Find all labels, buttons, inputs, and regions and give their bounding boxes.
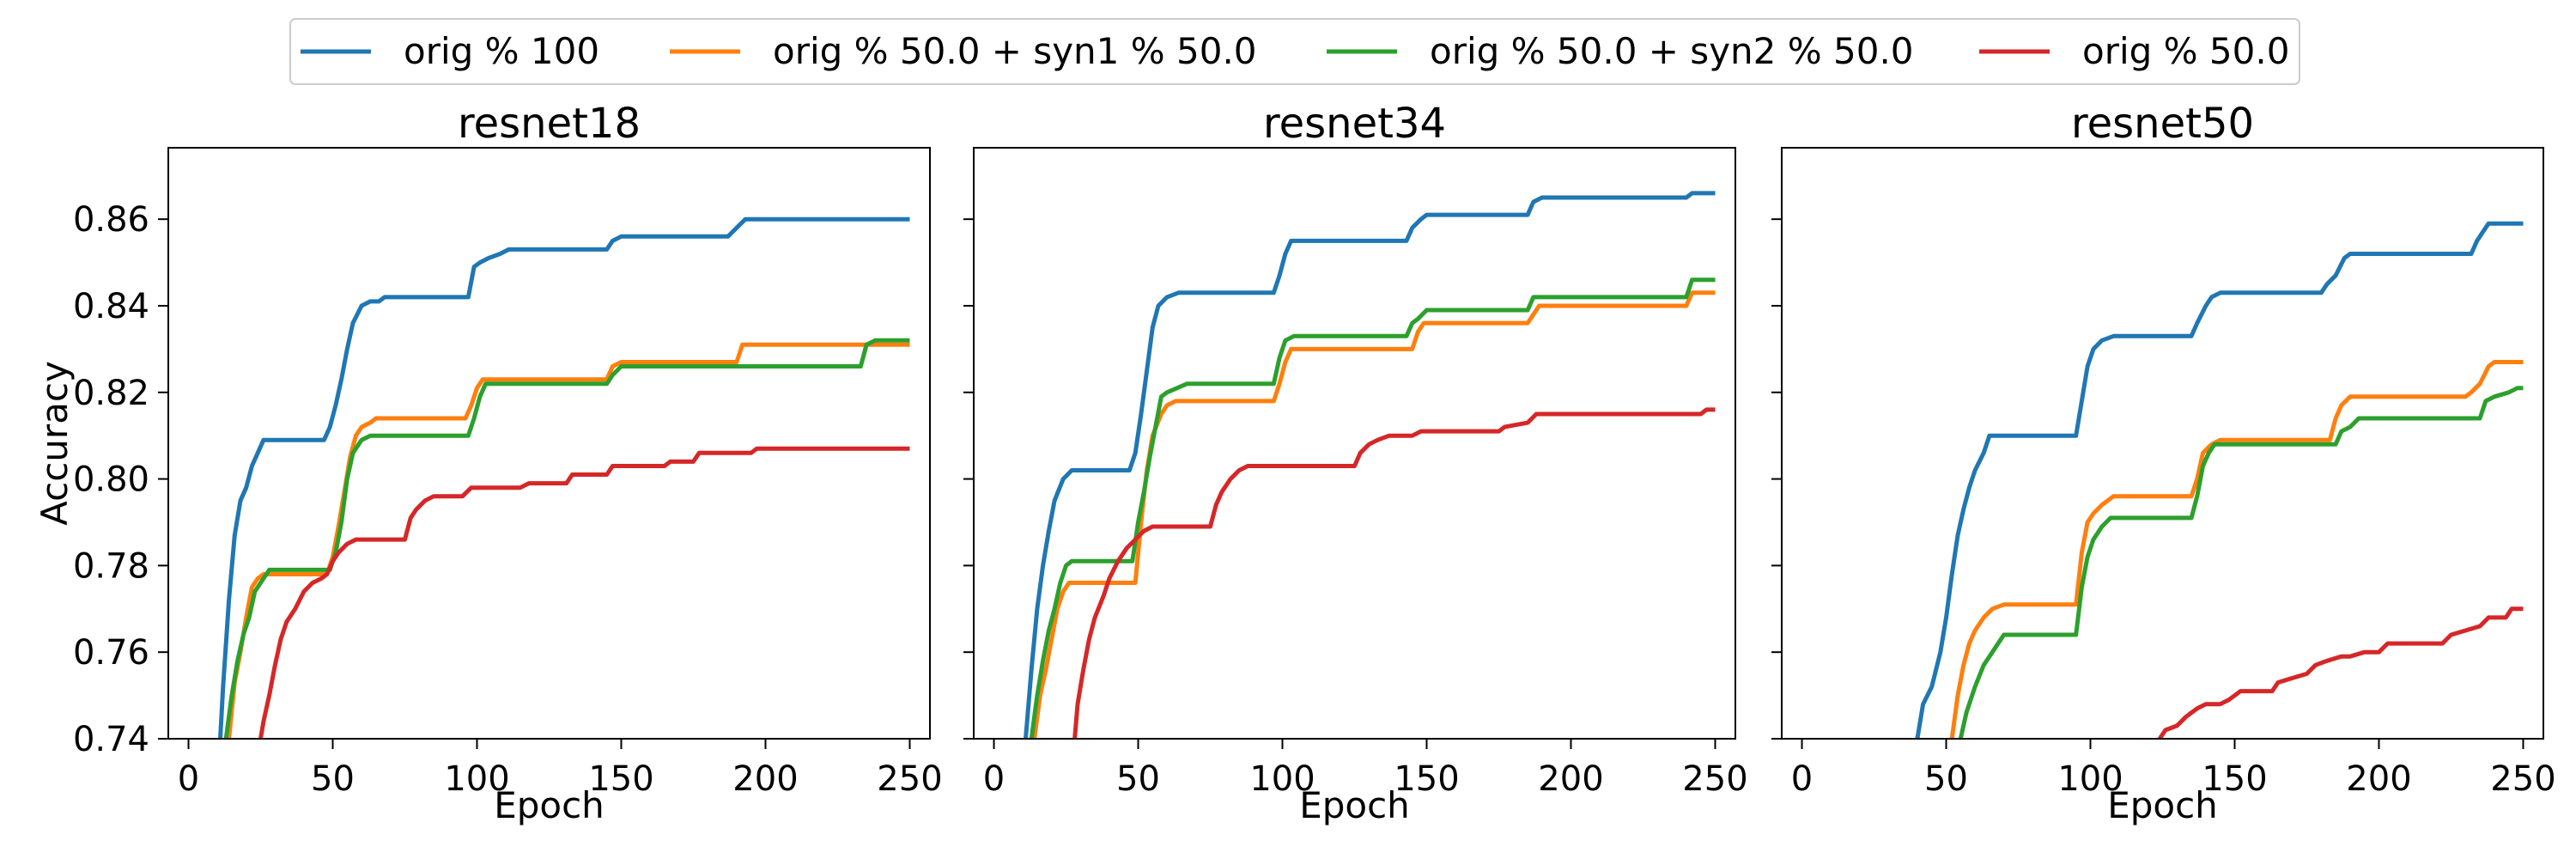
panel-resnet18: 0 50 100 150 200 250 0.74 0.76 0.78 0.80 0.82 0.84 0…	[33, 100, 943, 826]
series-line-orig-50-0-syn2-50-0	[1029, 277, 1716, 739]
panel-resnet34: 0 50 100 150 200 250 resnet34 Epoch	[963, 100, 1748, 826]
legend-entry-orig-50-0: orig % 50.0	[1979, 30, 2289, 72]
x-tick-label: 100	[444, 759, 509, 799]
series-line-orig-50-0-syn2-50-0	[1958, 386, 2524, 739]
x-tick-label: 200	[2346, 759, 2411, 799]
series-line-orig-50-0	[1072, 407, 1716, 739]
x-tick-label: 0	[1791, 759, 1813, 799]
series-line-orig-100	[1915, 221, 2524, 739]
y-tick-label: 0.84	[73, 287, 149, 326]
series-line-orig-100	[1024, 191, 1716, 739]
x-tick-label: 250	[877, 759, 942, 799]
x-tick-label: 50	[1116, 759, 1160, 799]
y-tick-label: 0.76	[73, 633, 149, 673]
legend: orig % 100 orig % 50.0 + syn1 % 50.0 orig …	[289, 18, 2300, 85]
x-tick-label: 100	[1249, 759, 1315, 799]
series-group	[1024, 191, 1716, 739]
series-line-orig-50-0-syn1-50-0	[227, 342, 910, 739]
x-tick-label: 50	[311, 759, 355, 799]
x-tick-label: 100	[2057, 759, 2123, 799]
legend-frame	[289, 18, 2300, 85]
panel-title: resnet34	[1263, 100, 1446, 148]
x-axis-label: Epoch	[494, 784, 605, 826]
y-tick-label: 0.82	[73, 374, 149, 413]
x-tick-label: 250	[2490, 759, 2555, 799]
x-tick-label: 200	[732, 759, 798, 799]
legend-label: orig % 100	[404, 30, 599, 72]
legend-entry-orig-50-0-syn1-50-0: orig % 50.0 + syn1 % 50.0	[670, 30, 1257, 72]
legend-label: orig % 50.0 + syn1 % 50.0	[773, 30, 1257, 72]
series-line-orig-50-0-syn1-50-0	[1949, 360, 2524, 739]
y-tick-label: 0.74	[73, 720, 149, 759]
x-tick-label: 0	[178, 759, 199, 799]
y-axis-label: Accuracy	[33, 361, 76, 526]
x-tick-label: 250	[1682, 759, 1747, 799]
panel-title: resnet50	[2071, 100, 2254, 148]
x-tick-label: 50	[1924, 759, 1968, 799]
series-line-orig-50-0-syn1-50-0	[1032, 290, 1716, 739]
series-group	[1915, 221, 2524, 739]
x-tick-label: 0	[983, 759, 1005, 799]
series-line-orig-100	[218, 216, 910, 739]
series-line-orig-50-0	[2158, 606, 2524, 739]
y-tick-label: 0.80	[73, 460, 149, 500]
plot-frame	[1781, 147, 2544, 740]
legend-entry-orig-50-0-syn2-50-0: orig % 50.0 + syn2 % 50.0	[1327, 30, 1914, 72]
legend-label: orig % 50.0	[2082, 30, 2289, 72]
series-group	[218, 216, 910, 739]
y-tick-label: 0.78	[73, 546, 149, 586]
x-tick-label: 200	[1538, 759, 1603, 799]
x-tick-label: 150	[1394, 759, 1459, 799]
series-line-orig-50-0-syn2-50-0	[223, 338, 910, 739]
panel-title: resnet18	[458, 100, 641, 148]
x-tick-label: 150	[2202, 759, 2267, 799]
plot-frame	[167, 147, 931, 740]
plot-frame	[973, 147, 1736, 740]
series-line-orig-50-0	[258, 446, 910, 739]
chart-panels: 0 50 100 150 200 250 0.74 0.76 0.78 0.80 0.82 0.84 0…	[33, 100, 2556, 826]
legend-label: orig % 50.0 + syn2 % 50.0	[1430, 30, 1914, 72]
panel-resnet50: 0 50 100 150 200 250 resnet50 Epoch	[1771, 100, 2556, 826]
legend-entry-orig-100: orig % 100	[301, 30, 599, 72]
x-axis-label: Epoch	[2107, 784, 2218, 826]
y-tick-label: 0.86	[73, 200, 149, 240]
x-tick-label: 150	[588, 759, 653, 799]
x-axis-label: Epoch	[1299, 784, 1410, 826]
